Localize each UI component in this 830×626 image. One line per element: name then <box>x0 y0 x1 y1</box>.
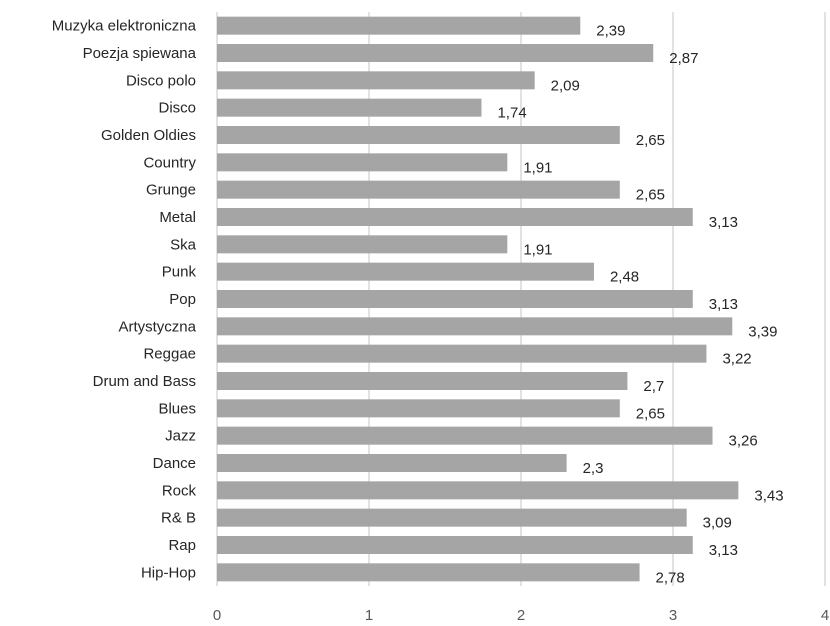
value-labels: 2,39 2,87 2,09 1,74 2,65 1,91 2,65 3,13 1,91 2,48… <box>497 23 783 587</box>
category-label: Punk <box>162 264 197 281</box>
data-label: 2,7 <box>643 378 664 395</box>
bar <box>217 508 687 527</box>
category-label: Pop <box>169 291 196 308</box>
data-label: 2,39 <box>596 23 625 40</box>
bar <box>217 98 482 117</box>
category-label: Grunge <box>146 182 196 199</box>
category-label: Artystyczna <box>118 318 196 335</box>
data-label: 3,26 <box>729 433 758 450</box>
bar <box>217 44 654 62</box>
category-label: Jazz <box>165 428 196 445</box>
bar <box>217 180 620 199</box>
category-label: Rock <box>162 482 197 499</box>
bar <box>217 454 567 472</box>
bar <box>217 344 707 363</box>
bar <box>217 481 739 500</box>
bar <box>217 126 620 144</box>
category-label: Dance <box>153 455 196 472</box>
data-label: 3,22 <box>722 351 751 368</box>
bar <box>217 262 594 281</box>
x-tick-label: 1 <box>365 607 373 624</box>
data-label: 3,09 <box>703 515 732 532</box>
data-label: 2,48 <box>610 269 639 286</box>
data-label: 2,87 <box>669 50 698 67</box>
data-label: 1,91 <box>523 159 552 176</box>
category-label: Metal <box>159 209 196 226</box>
bar <box>217 372 628 390</box>
category-label: Rap <box>168 537 196 554</box>
data-label: 1,74 <box>497 105 526 122</box>
x-tick-label: 2 <box>517 607 525 624</box>
bar <box>217 16 581 35</box>
data-label: 2,3 <box>583 460 604 477</box>
bar <box>217 536 693 554</box>
data-label: 2,65 <box>636 405 665 422</box>
bar <box>217 153 508 172</box>
category-labels: Muzyka elektroniczna Poezja spiewana Disco… <box>52 18 197 582</box>
bar <box>217 71 535 90</box>
bars <box>217 16 739 582</box>
category-label: Golden Oldies <box>101 127 196 144</box>
data-label: 2,09 <box>551 77 580 94</box>
data-label: 2,65 <box>636 132 665 149</box>
category-label: Reggae <box>143 346 196 363</box>
data-label: 1,91 <box>523 241 552 258</box>
data-label: 3,13 <box>709 214 738 231</box>
data-label: 3,43 <box>754 487 783 504</box>
bar <box>217 290 693 308</box>
bar <box>217 399 620 418</box>
x-axis-tick-labels: 0 1 2 3 4 <box>213 607 829 624</box>
bar <box>217 235 508 254</box>
category-label: Poezja spiewana <box>83 45 197 62</box>
category-label: Country <box>143 154 196 171</box>
category-label: Hip-Hop <box>141 564 196 581</box>
data-label: 2,65 <box>636 187 665 204</box>
bar <box>217 317 733 336</box>
category-label: Disco <box>158 100 196 117</box>
category-label: Disco polo <box>126 72 196 89</box>
x-tick-label: 4 <box>821 607 829 624</box>
category-label: Drum and Bass <box>93 373 196 390</box>
bar <box>217 208 693 226</box>
category-label: Ska <box>170 236 197 253</box>
data-label: 3,13 <box>709 542 738 559</box>
x-tick-label: 3 <box>669 607 677 624</box>
category-label: Blues <box>158 400 196 417</box>
data-label: 3,39 <box>748 323 777 340</box>
bar <box>217 426 713 445</box>
x-tick-label: 0 <box>213 607 221 624</box>
category-label: Muzyka elektroniczna <box>52 18 197 35</box>
data-label: 2,78 <box>656 569 685 586</box>
bar <box>217 563 640 582</box>
data-label: 3,13 <box>709 296 738 313</box>
category-label: R& B <box>161 510 196 527</box>
